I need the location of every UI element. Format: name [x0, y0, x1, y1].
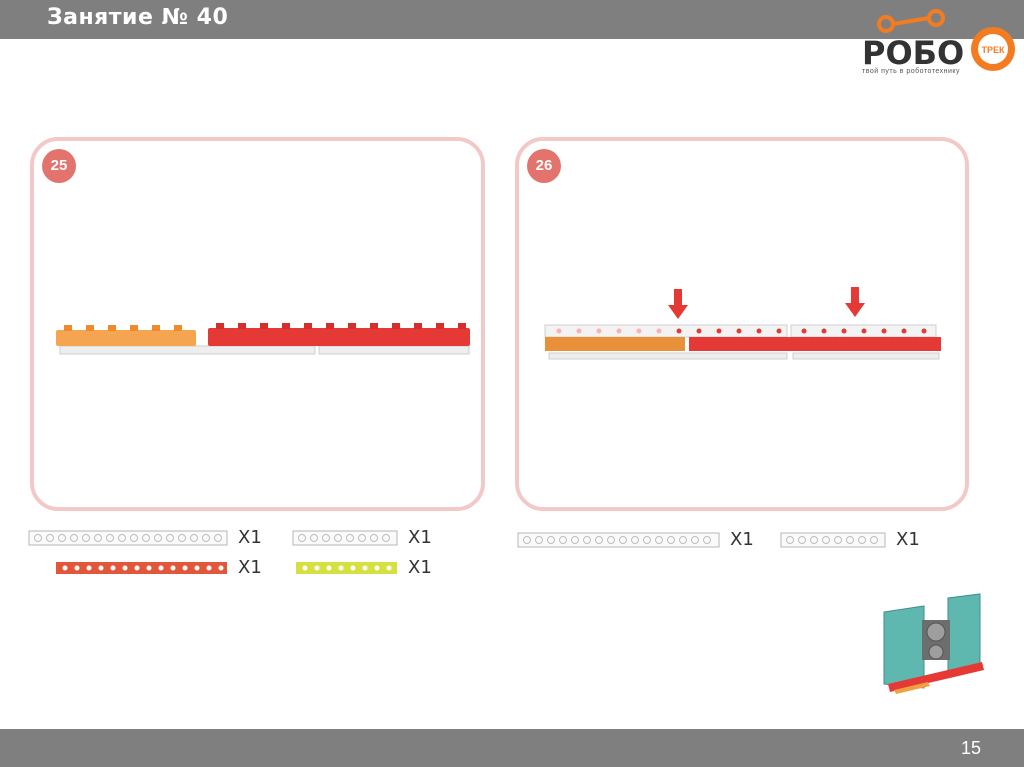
logo-tagline: твой путь в робототехнику [862, 68, 961, 75]
page-number: 15 [960, 738, 981, 758]
part-quantity: X1 [238, 557, 262, 578]
white-long-beam-part [28, 530, 228, 545]
step-panel-25: 25 [30, 137, 485, 511]
footer-bar: 15 [0, 729, 1024, 767]
part-item: X1 [292, 527, 432, 548]
step-26-assembly-illustration [544, 287, 941, 360]
step-number-badge: 25 [42, 149, 76, 183]
part-item: X1 [28, 527, 262, 548]
white-short-beam-part [780, 532, 886, 547]
part-item: X1 [295, 557, 432, 578]
part-quantity: X1 [896, 529, 920, 550]
part-quantity: X1 [408, 557, 432, 578]
logo-text: РОБО [862, 34, 964, 72]
part-item: X1 [780, 529, 920, 550]
finished-model-thumbnail [883, 593, 984, 694]
part-quantity: X1 [730, 529, 754, 550]
lesson-title: Занятие № 40 [47, 5, 229, 30]
step-number-badge: 26 [527, 149, 561, 183]
part-item: X1 [517, 529, 754, 550]
red-long-plate-part [56, 561, 227, 574]
robotrek-logo: ТРЕК РОБО [862, 9, 1015, 72]
part-item: X1 [55, 557, 262, 578]
header-bar: Занятие № 40 [0, 0, 1024, 39]
logo-badge: ТРЕК [982, 45, 1006, 55]
white-short-beam-part [292, 530, 398, 545]
step-25-assembly-illustration [56, 323, 470, 355]
part-quantity: X1 [238, 527, 262, 548]
yellow-short-plate-part [296, 561, 397, 574]
white-long-beam-part [517, 532, 720, 547]
step-panel-26: 26 [515, 137, 969, 511]
part-quantity: X1 [408, 527, 432, 548]
